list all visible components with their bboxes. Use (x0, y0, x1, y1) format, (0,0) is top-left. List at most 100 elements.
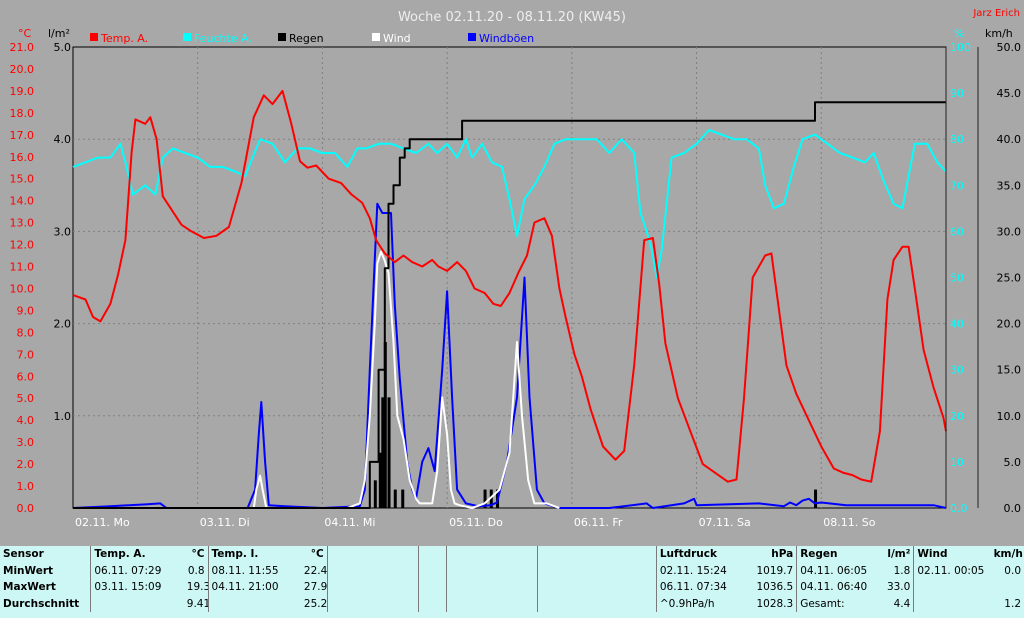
legend-label: Regen (289, 32, 324, 45)
legend-label: Wind (383, 32, 411, 45)
stats-cell: 1.2 (1004, 597, 1021, 610)
stats-cell: Temp. I. (207, 546, 301, 563)
chart-legend: Temp. A. Feuchte A. Regen Wind Windböen (90, 32, 534, 45)
rain-tick: 1.0 (54, 410, 72, 423)
day-labels: 02.11. Mo 03.11. Di 04.11. Mi 05.11. Do 06.1… (75, 516, 876, 529)
wind-tick: 35.0 (997, 179, 1022, 192)
wind-tick: 10.0 (997, 410, 1022, 423)
legend-label: Temp. A. (100, 32, 148, 45)
stats-cell: 22.4 (303, 564, 328, 577)
stats-cell (417, 579, 447, 596)
stats-row: MaxWert 03.11. 15:09 19.3 04.11. 21:00 27.9 0… (0, 579, 1024, 596)
stats-cell (90, 595, 184, 612)
wind-tick: 30.0 (997, 225, 1022, 238)
temp-tick: 20.0 (10, 63, 35, 76)
wind-line (347, 250, 560, 509)
stats-cell: 9.41 (186, 597, 209, 610)
wind-tick: 0.0 (1004, 502, 1022, 515)
day-label: 02.11. Mo (75, 516, 130, 529)
stats-cell: Wind (913, 546, 991, 563)
legend-label: Feuchte A. (194, 32, 252, 45)
stats-cell (536, 595, 657, 612)
stats-cell: km/h (993, 548, 1023, 560)
temperature-line (72, 89, 947, 483)
stats-cell: 08.11. 11:55 (207, 562, 301, 579)
hum-tick: 80 (950, 133, 964, 146)
stats-cell (207, 595, 301, 612)
temp-tick: 10.0 (10, 282, 35, 295)
rain-bars (373, 342, 818, 508)
rain-unit-label: l/m² (48, 27, 70, 40)
stats-cell (326, 595, 419, 612)
rain-bar (381, 397, 385, 508)
day-label: 06.11. Fr (574, 516, 623, 529)
stats-cell: 04.11. 06:05 (796, 562, 876, 579)
wind-tick: 15.0 (997, 364, 1022, 377)
stats-cell: Regen (796, 546, 876, 563)
stats-cell (445, 579, 538, 596)
stats-cell (445, 595, 538, 612)
temp-tick: 13.0 (10, 217, 35, 230)
wind-tick: 50.0 (997, 41, 1022, 54)
day-label: 08.11. So (823, 516, 875, 529)
stats-cell: hPa (771, 548, 794, 560)
temp-tick: 9.0 (17, 304, 35, 317)
stats-cell (326, 562, 419, 579)
stats-cell: MinWert (3, 564, 54, 577)
chart-title: Woche 02.11.20 - 08.11.20 (KW45) (398, 10, 626, 25)
legend-swatch (90, 33, 98, 41)
stats-body: Sensor Temp. A. °C Temp. I. °C Luftdruck hPa Re… (0, 546, 1024, 612)
stats-cell (326, 546, 419, 563)
humidity-line (72, 129, 947, 279)
stats-cell (445, 562, 538, 579)
rain-bar (383, 342, 387, 508)
legend-swatch (278, 33, 286, 41)
stats-cell (913, 579, 991, 596)
day-label: 05.11. Do (449, 516, 503, 529)
temp-tick: 14.0 (10, 195, 35, 208)
stats-cell: 1019.7 (756, 564, 794, 577)
wind-tick: 25.0 (997, 272, 1022, 285)
stats-cell: Gesamt: (796, 595, 876, 612)
stats-cell: 4.4 (893, 597, 911, 610)
plot-area (72, 46, 947, 509)
stats-row: MinWert 06.11. 07:29 0.8 08.11. 11:55 22.4 02… (0, 562, 1024, 579)
stats-cell: Sensor (3, 548, 44, 560)
hum-tick: 50 (950, 272, 964, 285)
temp-tick: 2.0 (17, 458, 35, 471)
rain-tick: 3.0 (54, 225, 72, 238)
stats-cell (326, 579, 419, 596)
rain-bar (373, 480, 377, 508)
hum-tick: 30 (950, 364, 964, 377)
stats-header-row: Sensor Temp. A. °C Temp. I. °C Luftdruck hPa Re… (0, 546, 1024, 563)
stats-cell (417, 546, 447, 563)
temp-tick: 21.0 (10, 41, 35, 54)
stats-cell: 1036.5 (756, 581, 794, 593)
temp-tick: 16.0 (10, 151, 35, 164)
hum-tick: 20 (950, 410, 964, 423)
temp-tick: 17.0 (10, 129, 35, 142)
rain-cumulative-line (73, 101, 946, 509)
stats-row: Durchschnitt 9.41 25.29 ^0.9hPa/h 1028.3Gesa… (0, 595, 1024, 612)
temp-tick: 8.0 (17, 326, 35, 339)
rain-bar (387, 397, 391, 508)
temp-tick: 4.0 (17, 414, 35, 427)
stats-cell (417, 562, 447, 579)
stats-cell: Durchschnitt (3, 597, 80, 610)
temp-tick: 6.0 (17, 370, 35, 383)
stats-cell: 1028.3 (756, 597, 794, 610)
rain-tick: 4.0 (54, 133, 72, 146)
stats-cell: Temp. A. (90, 546, 184, 563)
temp-unit-label: °C (18, 27, 32, 40)
stats-cell: ^0.9hPa/h (655, 595, 752, 612)
stats-cell: 27.9 (303, 581, 328, 593)
hum-tick: 0.0 (950, 502, 968, 515)
stats-cell: 06.11. 07:29 (90, 562, 184, 579)
stats-cell: 0.8 (187, 564, 205, 577)
wind-tick: 20.0 (997, 318, 1022, 331)
hum-tick: 40 (950, 318, 964, 331)
wind-tick: 5.0 (1004, 456, 1022, 469)
stats-cell (536, 579, 657, 596)
hum-tick: 90 (950, 87, 964, 100)
wind-unit-label: km/h (985, 27, 1013, 40)
